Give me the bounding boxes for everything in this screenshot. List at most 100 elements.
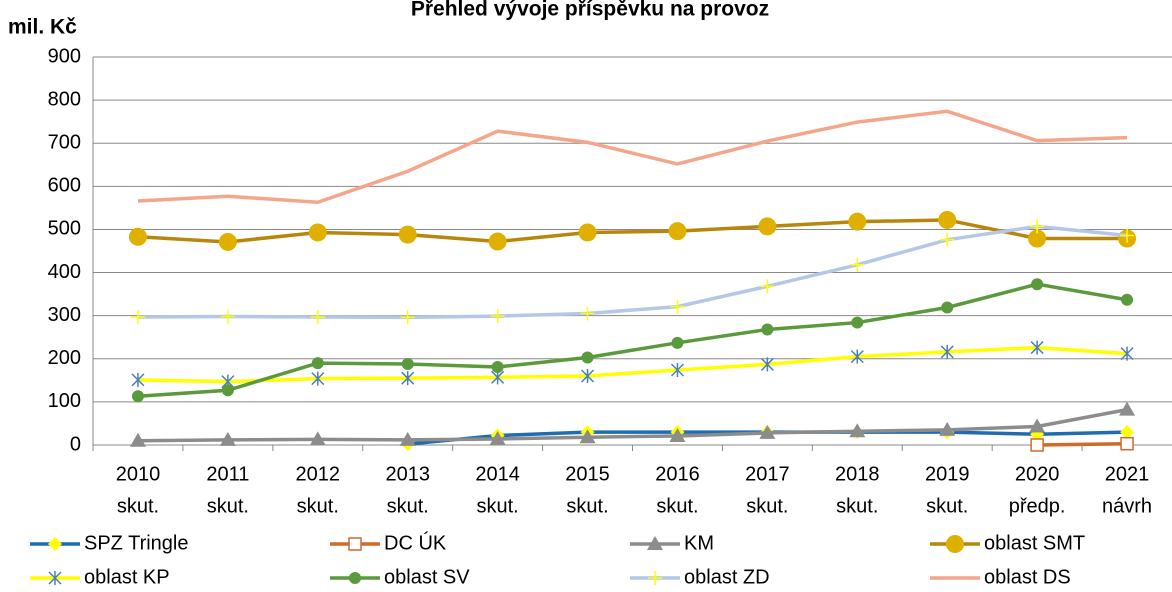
marker	[1121, 293, 1134, 306]
marker	[670, 362, 684, 377]
series-line	[137, 109, 1128, 205]
marker	[850, 349, 864, 364]
x-tick-label: skut.	[926, 495, 968, 517]
series-line	[137, 218, 1128, 244]
marker	[941, 301, 954, 314]
marker	[349, 572, 361, 584]
marker	[130, 309, 145, 324]
marker	[850, 257, 865, 272]
marker	[128, 227, 147, 246]
marker	[1031, 278, 1044, 291]
marker	[129, 432, 146, 447]
marker	[489, 430, 506, 445]
x-tick-label: 2016	[655, 463, 700, 485]
marker	[579, 429, 596, 444]
y-tick-label: 600	[48, 175, 81, 197]
y-axis-label: mil. Kč	[8, 16, 77, 39]
marker	[578, 223, 597, 242]
marker	[648, 571, 662, 585]
marker	[131, 390, 144, 403]
marker	[671, 336, 684, 349]
x-tick-label: 2021	[1105, 463, 1150, 485]
marker	[1030, 438, 1044, 452]
legend-label: oblast SMT	[984, 532, 1085, 554]
x-tick-label: skut.	[477, 495, 519, 517]
marker	[849, 423, 866, 438]
marker	[310, 309, 325, 324]
marker	[669, 427, 686, 442]
x-tick-label: 2012	[296, 463, 341, 485]
series-line	[137, 282, 1128, 399]
marker	[218, 232, 237, 251]
marker	[311, 357, 324, 370]
chart-title: Přehled vývoje příspěvku na provoz	[411, 0, 769, 21]
marker	[758, 217, 777, 236]
legend-label: oblast KP	[84, 566, 170, 588]
y-tick-label: 700	[48, 132, 81, 154]
x-tick-label: návrh	[1102, 495, 1152, 517]
marker	[401, 357, 414, 370]
y-tick-label: 0	[70, 433, 81, 455]
x-tick-label: skut.	[566, 495, 608, 517]
marker	[131, 372, 145, 387]
x-tick-label: 2017	[745, 463, 790, 485]
x-tick-label: skut.	[387, 495, 429, 517]
marker	[1029, 418, 1046, 433]
marker	[1030, 340, 1044, 355]
y-tick-label: 100	[48, 390, 81, 412]
legend-label: KM	[684, 532, 714, 554]
marker	[759, 424, 776, 439]
marker	[939, 421, 956, 436]
marker	[401, 371, 415, 386]
legend-label: oblast DS	[984, 566, 1071, 588]
marker	[668, 222, 687, 241]
marker	[940, 232, 955, 247]
marker	[580, 306, 595, 321]
marker	[761, 323, 774, 336]
x-tick-label: skut.	[207, 495, 249, 517]
legend-label: DC ÚK	[384, 531, 447, 554]
marker	[946, 535, 964, 553]
marker	[220, 309, 235, 324]
x-tick-label: skut.	[836, 495, 878, 517]
y-tick-label: 800	[48, 88, 81, 110]
x-tick-label: předp.	[1009, 495, 1066, 517]
marker	[308, 223, 327, 242]
x-tick-label: skut.	[297, 495, 339, 517]
marker	[851, 316, 864, 329]
y-tick-label: 200	[48, 347, 81, 369]
legend-label: oblast SV	[384, 566, 470, 588]
x-tick-label: 2011	[206, 463, 249, 485]
marker	[221, 384, 234, 397]
x-tick-label: skut.	[656, 495, 698, 517]
marker	[1030, 219, 1045, 234]
marker	[938, 210, 957, 229]
marker	[1120, 436, 1134, 451]
y-tick-label: 900	[48, 45, 81, 67]
marker	[399, 431, 416, 446]
legend-label: SPZ Tringle	[84, 532, 188, 554]
marker	[400, 310, 415, 325]
marker	[1120, 346, 1134, 361]
marker	[1028, 229, 1047, 248]
marker	[491, 360, 504, 373]
marker	[760, 357, 774, 372]
series-line	[1037, 441, 1128, 447]
marker	[1119, 401, 1136, 416]
marker	[309, 431, 326, 446]
marker	[1120, 228, 1135, 243]
marker	[48, 537, 62, 551]
legend-label: oblast ZD	[684, 566, 770, 588]
marker	[488, 232, 507, 251]
marker	[311, 371, 325, 386]
x-tick-label: skut.	[117, 495, 159, 517]
series-line	[137, 224, 1128, 320]
x-tick-label: 2015	[565, 463, 610, 485]
marker	[348, 537, 362, 551]
x-tick-label: 2010	[116, 463, 161, 485]
x-tick-label: skut.	[746, 495, 788, 517]
marker	[490, 309, 505, 324]
series-line	[137, 345, 1128, 384]
x-tick-label: 2013	[385, 463, 430, 485]
